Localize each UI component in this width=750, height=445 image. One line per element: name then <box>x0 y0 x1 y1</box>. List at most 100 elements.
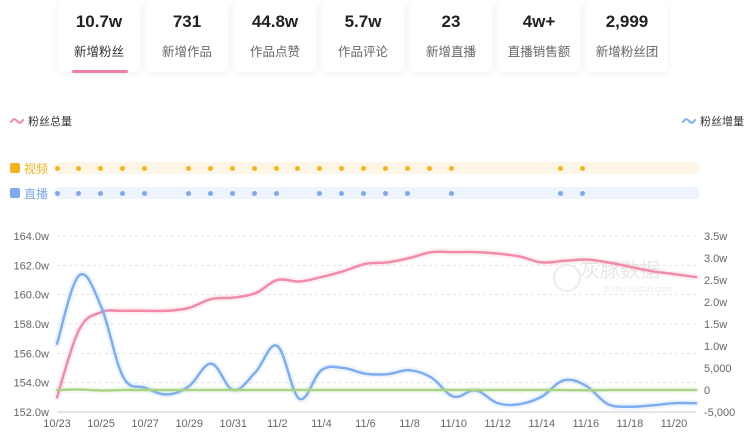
live-event-dot[interactable] <box>120 191 126 196</box>
live-event-dot[interactable] <box>580 191 586 196</box>
live-event-dot[interactable] <box>361 191 367 196</box>
stat-card-new-fans[interactable]: 10.7w 新增粉丝 <box>58 0 140 73</box>
video-event-dot[interactable] <box>404 166 410 171</box>
stat-value: 10.7w <box>75 12 123 31</box>
video-event-dot[interactable] <box>185 166 191 171</box>
live-event-dot[interactable] <box>229 191 235 196</box>
wave-legend-icon <box>10 118 24 124</box>
x-tick-label: 10/29 <box>175 418 203 430</box>
stat-label: 新增粉丝团 <box>595 45 659 59</box>
live-event-dot[interactable] <box>207 191 213 196</box>
live-event-dot[interactable] <box>54 191 60 196</box>
y-right-tick-label: 5,000 <box>704 363 732 375</box>
live-icon <box>10 188 20 198</box>
live-track-bar <box>54 187 700 199</box>
stat-value: 23 <box>441 12 461 31</box>
live-event-dot[interactable] <box>251 191 257 196</box>
stat-value: 731 <box>172 12 202 31</box>
video-event-dot[interactable] <box>295 166 301 171</box>
y-left-tick-label: 154.0w <box>14 378 50 390</box>
stat-label: 作品评论 <box>337 45 388 59</box>
video-event-dot[interactable] <box>142 166 148 171</box>
stat-label: 直播销售额 <box>507 45 571 59</box>
y-axis-left: 164.0w 162.0w 160.0w 158.0w 156.0w 154.0w 152.… <box>14 231 50 419</box>
video-event-dot[interactable] <box>54 166 60 171</box>
live-event-dot[interactable] <box>273 191 279 196</box>
stats-row: 10.7w 新增粉丝 731 新增作品 44.8w 作品点赞 5.7w 作品评论… <box>58 0 668 73</box>
video-icon <box>10 163 20 173</box>
video-event-dot[interactable] <box>273 166 279 171</box>
video-event-dot[interactable] <box>448 166 454 171</box>
video-event-dot[interactable] <box>383 166 388 171</box>
watermark: 灰豚数据 zhihu.huitun.com <box>553 259 672 294</box>
live-event-dot[interactable] <box>142 191 148 196</box>
live-event-dot[interactable] <box>98 191 104 196</box>
stat-label: 新增直播 <box>425 45 476 59</box>
stat-value: 4w+ <box>522 12 556 31</box>
stat-label: 作品点赞 <box>249 45 300 59</box>
series-fans-total-line <box>55 250 698 399</box>
video-track-bar <box>54 162 700 174</box>
x-tick-label: 10/27 <box>131 418 159 430</box>
x-tick-label: 11/10 <box>440 418 467 430</box>
stat-card-comments[interactable]: 5.7w 作品评论 <box>322 0 404 72</box>
x-tick-label: 10/31 <box>220 418 248 430</box>
live-event-dot[interactable] <box>317 191 323 196</box>
series-layer <box>53 248 700 411</box>
live-event-dot[interactable] <box>185 191 191 196</box>
stat-card-new-works[interactable]: 731 新增作品 <box>146 0 228 72</box>
live-track-label: 直播 <box>24 186 49 201</box>
live-event-dot[interactable] <box>383 191 388 196</box>
y-right-tick-label: 3.0w <box>704 253 727 265</box>
x-tick-label: 11/8 <box>399 418 420 430</box>
video-track-label: 视频 <box>24 161 49 176</box>
video-event-dot[interactable] <box>339 166 345 171</box>
live-event-dot[interactable] <box>339 191 345 196</box>
live-track: 直播 <box>10 186 700 201</box>
video-event-dot[interactable] <box>229 166 235 171</box>
video-event-dot[interactable] <box>426 166 432 171</box>
stat-card-likes[interactable]: 44.8w 作品点赞 <box>234 0 316 72</box>
video-event-dot[interactable] <box>580 166 586 171</box>
x-tick-label: 11/2 <box>267 418 288 430</box>
y-left-tick-label: 152.0w <box>14 407 50 419</box>
live-event-dot[interactable] <box>558 191 564 196</box>
y-right-tick-label: 1.5w <box>704 319 727 331</box>
series-third-line <box>55 388 698 392</box>
stat-card-new-lives[interactable]: 23 新增直播 <box>410 0 492 72</box>
y-right-tick-label: -5,000 <box>704 407 735 419</box>
y-right-tick-label: 1.0w <box>704 341 727 353</box>
video-event-dot[interactable] <box>251 166 257 171</box>
stat-value: 5.7w <box>344 12 382 31</box>
video-event-dot[interactable] <box>558 166 564 171</box>
stat-card-fan-groups[interactable]: 2,999 新增粉丝团 <box>586 0 668 72</box>
fans-trend-chart: 灰豚数据 zhihu.huitun.com 164.0w 162.0w 160.0w… <box>14 231 736 430</box>
video-event-dot[interactable] <box>76 166 82 171</box>
stat-card-live-sales[interactable]: 4w+ 直播销售额 <box>498 0 580 72</box>
y-right-tick-label: 3.5w <box>704 231 727 243</box>
legend-fans-increment[interactable]: 粉丝增量 <box>682 113 744 129</box>
video-event-dot[interactable] <box>207 166 213 171</box>
video-event-dot[interactable] <box>120 166 126 171</box>
x-tick-label: 11/6 <box>355 418 376 430</box>
x-tick-label: 11/12 <box>484 418 511 430</box>
legend-fans-total[interactable]: 粉丝总量 <box>10 113 72 129</box>
live-event-dot[interactable] <box>404 191 410 196</box>
y-left-tick-label: 156.0w <box>14 348 50 360</box>
series-fans-increment-line <box>55 272 698 409</box>
live-event-dot[interactable] <box>448 191 454 196</box>
x-tick-label: 10/23 <box>43 418 71 430</box>
wave-legend-icon <box>682 118 696 124</box>
x-axis: 10/23 10/25 10/27 10/29 10/31 11/2 11/4 11/6 11/… <box>43 418 687 430</box>
video-event-dot[interactable] <box>98 166 104 171</box>
stat-label: 新增作品 <box>161 45 212 59</box>
x-tick-label: 10/25 <box>87 418 115 430</box>
x-tick-label: 11/16 <box>572 418 599 430</box>
legend-label: 粉丝总量 <box>28 116 72 128</box>
video-event-dot[interactable] <box>361 166 367 171</box>
video-event-dot[interactable] <box>317 166 323 171</box>
x-tick-label: 11/14 <box>528 418 555 430</box>
watermark-url: zhihu.huitun.com <box>604 284 672 294</box>
live-event-dot[interactable] <box>76 191 82 196</box>
y-left-tick-label: 158.0w <box>14 319 50 331</box>
